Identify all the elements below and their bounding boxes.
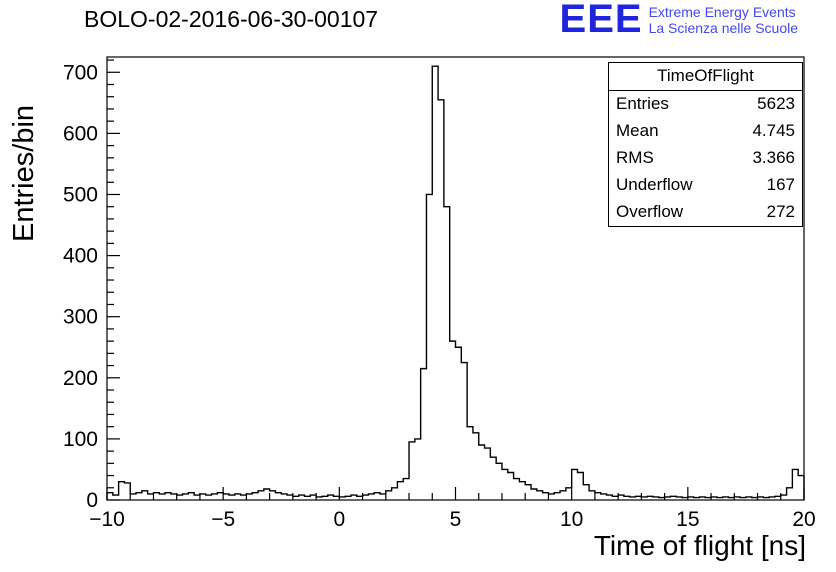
stats-row: RMS 3.366 — [609, 145, 802, 172]
x-tick-label: 5 — [450, 508, 462, 531]
stats-label: Underflow — [616, 174, 693, 194]
stats-row: Mean 4.745 — [609, 118, 802, 145]
stats-value: 3.366 — [752, 147, 795, 167]
stats-row: Entries 5623 — [609, 91, 802, 118]
y-tick-label: 300 — [63, 306, 98, 329]
stats-value: 4.745 — [752, 120, 795, 140]
y-tick-label: 0 — [86, 489, 98, 512]
x-tick-label: 0 — [333, 508, 345, 531]
x-tick-label: −10 — [89, 508, 125, 531]
x-tick-label: 15 — [676, 508, 699, 531]
plot-title: BOLO-02-2016-06-30-00107 — [84, 6, 379, 32]
stats-label: Mean — [616, 120, 659, 140]
eee-logo-line2: La Scienza nelle Scuole — [648, 20, 798, 37]
stats-box-title: TimeOfFlight — [609, 63, 802, 91]
y-tick-label: 700 — [63, 61, 98, 84]
histogram-line — [106, 65, 805, 500]
stats-row: Underflow 167 — [609, 172, 802, 199]
x-axis-title: Time of flight [ns] — [593, 530, 806, 561]
stats-value: 5623 — [757, 94, 795, 113]
y-axis-title: Entries/bin — [8, 104, 40, 242]
stats-value: 167 — [766, 174, 795, 194]
eee-logo-text: Extreme Energy Events La Scienza nelle S… — [649, 2, 798, 36]
x-tick-label: 10 — [560, 508, 583, 531]
x-tick-label: 20 — [792, 508, 815, 531]
stats-label: Overflow — [616, 201, 684, 221]
stats-row: Overflow 272 — [609, 199, 802, 226]
y-tick-label: 500 — [63, 183, 98, 206]
y-tick-label: 100 — [63, 428, 98, 451]
stats-label: Entries — [616, 94, 669, 113]
stats-label: RMS — [616, 147, 654, 167]
stats-box: TimeOfFlight Entries 5623 Mean 4.745 RMS… — [608, 62, 803, 227]
x-tick-label: −5 — [211, 508, 235, 531]
eee-logo: EEE Extreme Energy Events La Scienza nel… — [559, 0, 798, 41]
y-tick-label: 600 — [63, 122, 98, 145]
eee-logo-acronym: EEE — [559, 0, 643, 41]
stats-value: 272 — [766, 201, 795, 221]
y-tick-label: 200 — [63, 367, 98, 390]
y-tick-label: 400 — [63, 245, 98, 268]
eee-logo-line1: Extreme Energy Events — [648, 4, 796, 20]
